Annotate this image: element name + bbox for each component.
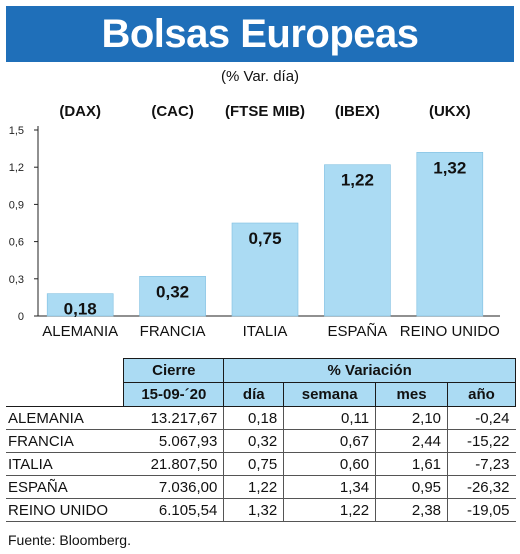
- table-header-mes: mes: [375, 382, 449, 407]
- table-row: ESPAÑA 7.036,00 1,22 1,34 0,95 -26,32: [6, 475, 516, 499]
- table-header-cierre: Cierre: [123, 358, 225, 383]
- bar-value-label: 1,32: [433, 158, 466, 177]
- y-tick-label: 0,6: [9, 237, 24, 249]
- table-row: FRANCIA 5.067,93 0,32 0,67 2,44 -15,22: [6, 429, 516, 453]
- row-semana: 0,67: [283, 429, 377, 453]
- row-cierre: 6.105,54: [123, 498, 225, 522]
- x-category-label: ESPAÑA: [328, 323, 388, 340]
- table-row: ITALIA 21.807,50 0,75 0,60 1,61 -7,23: [6, 452, 516, 476]
- bar-value-label: 1,22: [341, 171, 374, 190]
- table-header-variacion: % Variación: [223, 358, 516, 383]
- y-tick-label: 1,2: [9, 162, 24, 174]
- row-cierre: 21.807,50: [123, 452, 225, 476]
- row-semana: 1,34: [283, 475, 377, 499]
- row-dia: 1,22: [223, 475, 285, 499]
- source-note: Fuente: Bloomberg.: [8, 532, 131, 548]
- x-category-label: ALEMANIA: [42, 323, 118, 340]
- row-cierre: 7.036,00: [123, 475, 225, 499]
- chart-area: 0 0,3 0,6 0,9 1,2 1,5 (DAX) 0,18 ALEMANIA (CAC) 0,…: [0, 90, 520, 352]
- title-banner: Bolsas Europeas: [6, 6, 514, 62]
- index-label: (DAX): [59, 103, 101, 120]
- row-name: ITALIA: [6, 452, 124, 476]
- row-mes: 2,38: [375, 498, 449, 522]
- row-mes: 0,95: [375, 475, 449, 499]
- row-mes: 1,61: [375, 452, 449, 476]
- row-ano: -0,24: [447, 406, 516, 430]
- table-header-date: 15-09-´20: [123, 382, 225, 407]
- x-category-label: REINO UNIDO: [400, 323, 500, 340]
- page-title: Bolsas Europeas: [101, 11, 419, 56]
- table-header-dia: día: [223, 382, 285, 407]
- row-mes: 2,10: [375, 406, 449, 430]
- table-header-semana: semana: [283, 382, 377, 407]
- bar: [416, 152, 484, 317]
- row-dia: 0,18: [223, 406, 285, 430]
- row-dia: 0,32: [223, 429, 285, 453]
- table-header-ano: año: [447, 382, 516, 407]
- data-table-wrap: Cierre % Variación 15-09-´20 día semana …: [6, 358, 516, 522]
- bar-value-label: 0,18: [64, 300, 97, 319]
- row-name: REINO UNIDO: [6, 498, 124, 522]
- x-category-label: FRANCIA: [140, 323, 206, 340]
- bar: [231, 222, 299, 317]
- row-semana: 0,11: [283, 406, 377, 430]
- index-label: (FTSE MIB): [225, 103, 305, 120]
- bar-value-label: 0,75: [248, 229, 281, 248]
- bar-value-label: 0,32: [156, 282, 189, 301]
- row-ano: -7,23: [447, 452, 516, 476]
- table-row: REINO UNIDO 6.105,54 1,32 1,22 2,38 -19,…: [6, 498, 516, 522]
- row-semana: 0,60: [283, 452, 377, 476]
- chart-subtitle: (% Var. día): [220, 68, 300, 85]
- x-category-label: ITALIA: [243, 323, 288, 340]
- bar: [324, 164, 391, 317]
- y-tick-label: 0,3: [9, 274, 24, 286]
- row-ano: -26,32: [447, 475, 516, 499]
- row-semana: 1,22: [283, 498, 377, 522]
- table-group-header-row: Cierre % Variación: [6, 358, 516, 407]
- row-ano: -15,22: [447, 429, 516, 453]
- y-tick-label: 0,9: [9, 199, 24, 211]
- y-tick-label: 0: [18, 311, 24, 323]
- row-name: ESPAÑA: [6, 475, 124, 499]
- row-dia: 0,75: [223, 452, 285, 476]
- index-label: (CAC): [151, 103, 194, 120]
- row-name: FRANCIA: [6, 429, 124, 453]
- row-dia: 1,32: [223, 498, 285, 522]
- table-col-header-row: 15-09-´20 día semana mes año: [6, 382, 516, 407]
- row-cierre: 5.067,93: [123, 429, 225, 453]
- row-cierre: 13.217,67: [123, 406, 225, 430]
- index-label: (IBEX): [335, 103, 380, 120]
- table-row: ALEMANIA 13.217,67 0,18 0,11 2,10 -0,24: [6, 406, 516, 430]
- row-mes: 2,44: [375, 429, 449, 453]
- table-corner-cell: [6, 358, 124, 407]
- row-ano: -19,05: [447, 498, 516, 522]
- bar: [139, 276, 206, 317]
- bar-chart: 0 0,3 0,6 0,9 1,2 1,5 (DAX) 0,18 ALEMANIA (CAC) 0,…: [9, 103, 500, 340]
- row-name: ALEMANIA: [6, 406, 124, 430]
- index-label: (UKX): [429, 103, 471, 120]
- bar: [46, 293, 114, 317]
- y-tick-label: 1,5: [9, 125, 24, 137]
- data-table: Cierre % Variación 15-09-´20 día semana …: [6, 358, 516, 522]
